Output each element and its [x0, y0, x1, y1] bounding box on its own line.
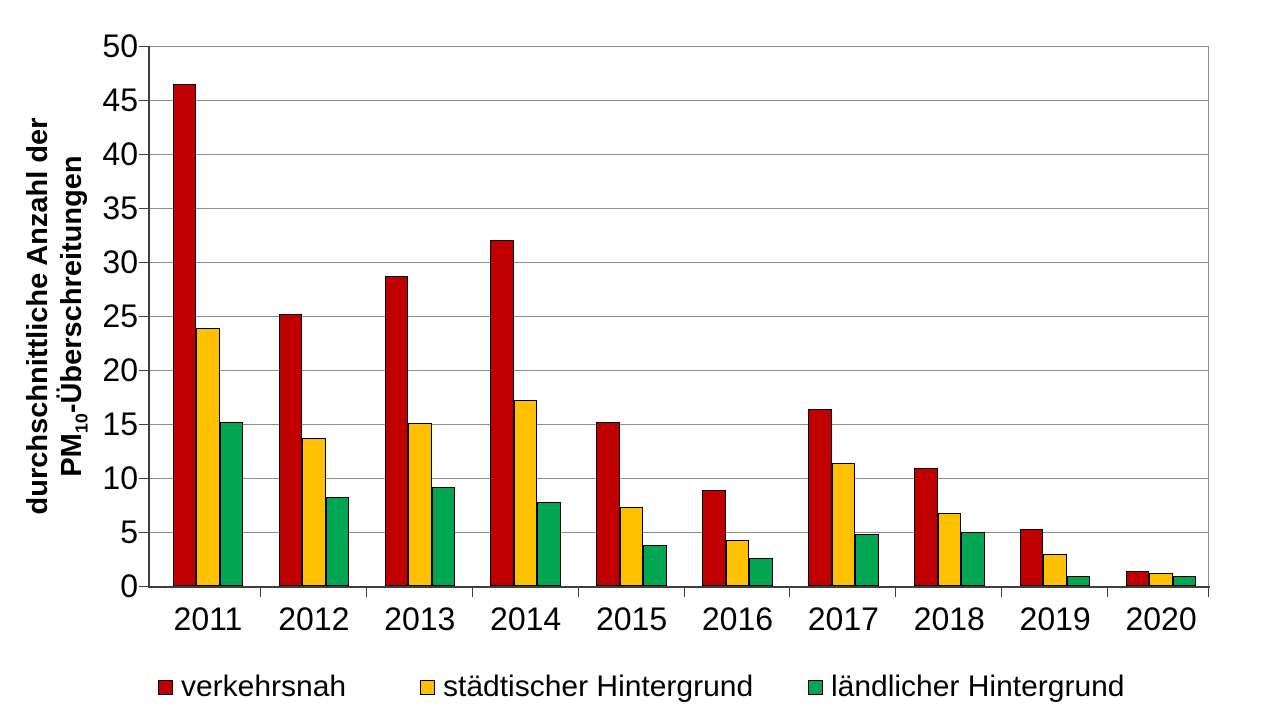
legend-item-verkehrsnah: verkehrsnah	[158, 668, 346, 706]
bar-2019-3	[1066, 576, 1091, 586]
gridline-25	[150, 316, 1209, 317]
x-tick-label: 2020	[1125, 601, 1197, 637]
legend-swatch-yellow	[420, 679, 435, 695]
legend-item-laendlicher-hintergrund: ländlicher Hintergrund	[808, 668, 1125, 706]
bar-2017-2	[831, 462, 856, 586]
gridline-40	[150, 154, 1209, 155]
y-tick-label: 35	[102, 190, 138, 226]
bar-2013-1	[384, 276, 408, 586]
bar-2015-3	[643, 544, 667, 586]
bar-2014-1	[490, 240, 514, 586]
gridline-45	[150, 100, 1209, 101]
y-axis-tick	[139, 46, 148, 47]
bar-2014-2	[513, 400, 538, 586]
bar-2020-3	[1172, 576, 1197, 586]
y-tick-label: 45	[102, 82, 138, 118]
x-axis-tick	[259, 588, 261, 597]
x-tick-label: 2014	[490, 601, 562, 637]
gridline-50	[150, 46, 1209, 47]
gridline-5	[150, 532, 1209, 533]
legend-label-verkehrsnah: verkehrsnah	[181, 670, 347, 703]
y-axis-tick	[139, 316, 148, 317]
gridline-10	[150, 478, 1209, 479]
gridline-20	[150, 370, 1209, 371]
x-tick-label: 2016	[701, 601, 774, 637]
bar-2014-3	[537, 501, 561, 586]
y-axis-tick	[139, 262, 148, 263]
bar-2011-3	[219, 421, 244, 586]
y-axis-tick	[139, 532, 148, 533]
y-tick-label: 30	[102, 244, 138, 280]
y-tick-label: 25	[102, 298, 138, 334]
bar-2011-1	[172, 83, 197, 586]
x-axis-tick	[789, 588, 791, 597]
bar-2015-2	[619, 507, 644, 586]
y-tick-label: 10	[102, 460, 138, 496]
y-axis-tick	[139, 478, 148, 479]
bar-2018-1	[914, 468, 938, 586]
y-axis-tick	[139, 208, 148, 209]
x-axis-tick	[471, 588, 473, 597]
gridline-15	[150, 424, 1209, 425]
y-axis-line	[148, 46, 150, 588]
x-tick-label: 2013	[384, 601, 456, 637]
bar-2013-3	[431, 486, 455, 586]
plot-right-border	[1208, 46, 1209, 586]
bar-2017-3	[855, 534, 879, 586]
x-axis-tick	[577, 588, 579, 597]
y-axis-tick	[139, 100, 148, 101]
x-axis-tick	[895, 588, 897, 597]
y-axis-tick	[139, 370, 148, 371]
plot-area: 0 5 10 15 20 25 30 35 40 45 50 2011 2012 2013 2014 2015…	[102, 28, 1210, 636]
legend-swatch-green	[808, 679, 823, 695]
x-tick-label: 2011	[173, 601, 243, 637]
x-tick-label: 2018	[913, 601, 985, 637]
x-axis-tick	[683, 588, 685, 597]
bar-2017-1	[808, 408, 832, 586]
legend-label-laendlicher-hintergrund: ländlicher Hintergrund	[831, 670, 1125, 703]
y-tick-label: 5	[120, 514, 138, 550]
bar-2012-3	[325, 497, 350, 586]
x-tick-label: 2015	[595, 601, 668, 637]
bar-2012-1	[278, 313, 303, 586]
bar-2015-1	[596, 421, 620, 586]
bar-2016-1	[702, 489, 726, 586]
y-axis-tick	[139, 424, 148, 425]
x-axis-tick	[1107, 588, 1109, 597]
y-tick-label: 15	[102, 406, 138, 442]
bar-2012-2	[302, 438, 326, 586]
y-tick-label: 0	[120, 568, 138, 604]
bar-2019-1	[1019, 528, 1044, 586]
bar-2019-2	[1043, 553, 1067, 586]
bar-2011-2	[196, 327, 220, 586]
y-axis-tick	[139, 154, 148, 155]
legend: verkehrsnah städtischer Hintergrund länd…	[0, 668, 1280, 708]
y-axis-tick	[139, 586, 148, 587]
y-tick-label: 50	[102, 28, 138, 64]
x-tick-label: 2012	[278, 601, 350, 637]
legend-item-staedtischer-hintergrund: städtischer Hintergrund	[420, 668, 753, 706]
x-axis-tick	[1001, 588, 1003, 597]
legend-label-staedtischer-hintergrund: städtischer Hintergrund	[443, 670, 754, 703]
y-tick-label: 40	[102, 136, 138, 172]
bar-2013-2	[408, 422, 432, 586]
bar-2018-2	[937, 512, 961, 586]
x-axis-line	[148, 586, 1210, 588]
bar-2018-3	[961, 532, 985, 586]
gridline-35	[150, 208, 1209, 209]
bar-2020-2	[1149, 573, 1173, 586]
legend-swatch-red	[158, 679, 173, 695]
x-tick-label: 2017	[807, 601, 879, 637]
x-axis-tick	[365, 588, 367, 597]
x-axis-tick	[1208, 588, 1209, 597]
bar-2020-1	[1125, 570, 1150, 586]
y-tick-label: 20	[102, 352, 138, 388]
bar-2016-3	[749, 557, 773, 586]
gridline-30	[150, 262, 1209, 263]
x-tick-label: 2019	[1019, 601, 1091, 637]
bar-2016-2	[725, 539, 750, 586]
